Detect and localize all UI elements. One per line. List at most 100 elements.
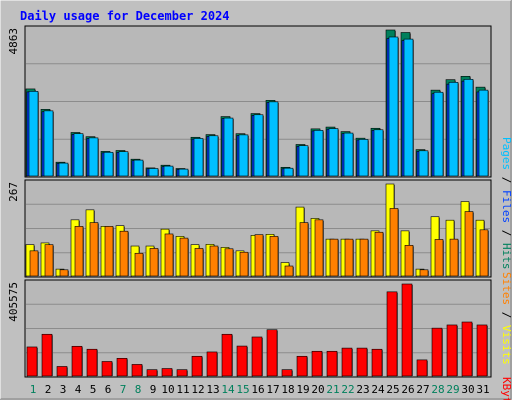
bar-kbytes	[56, 366, 68, 377]
bar-pages	[118, 151, 129, 177]
x-tick-label: 16	[251, 383, 264, 396]
bar-pages	[73, 133, 84, 177]
x-axis-labels: 1 2 3 4 5 6 7 8 9 10 11 12 13 14 15 16 17 18 19 20 21 22 23 24 2…	[30, 383, 490, 396]
bar-sites	[179, 237, 189, 277]
x-tick-label: 19	[296, 383, 309, 396]
bars-pages-files-hits	[25, 29, 489, 178]
bar-sites	[269, 236, 279, 277]
bar-pages	[133, 159, 144, 177]
bar-pages	[193, 138, 204, 177]
bar-kbytes	[146, 369, 158, 377]
bar-kbytes	[191, 355, 203, 377]
x-tick-label: 27	[416, 383, 429, 396]
x-tick-label: 23	[356, 383, 369, 396]
bar-pages	[463, 79, 474, 177]
bar-sites	[314, 219, 324, 277]
bar-sites	[329, 238, 339, 277]
bar-sites	[419, 269, 429, 277]
bar-kbytes	[476, 324, 488, 377]
bar-pages	[373, 129, 384, 177]
x-tick-label: 28	[431, 383, 444, 396]
bar-sites	[284, 265, 294, 277]
bar-kbytes	[341, 347, 353, 377]
bar-pages	[283, 167, 294, 177]
legend-mid: Sites / Visits	[500, 272, 512, 365]
bar-pages	[478, 89, 489, 177]
x-tick-label: 2	[45, 383, 52, 396]
bar-kbytes	[371, 348, 383, 377]
x-tick-label: 3	[60, 383, 67, 396]
bar-pages	[403, 38, 414, 177]
bar-pages	[433, 91, 444, 177]
bar-kbytes	[401, 283, 413, 377]
bar-sites	[254, 234, 264, 277]
bar-pages	[448, 82, 459, 177]
x-tick-label: 11	[176, 383, 189, 396]
x-tick-label: 8	[135, 383, 142, 396]
bar-pages	[58, 162, 69, 177]
bar-kbytes	[236, 345, 248, 377]
legend-pages: Pages	[500, 137, 512, 170]
bar-sites	[344, 238, 354, 277]
bar-sites	[194, 248, 204, 277]
bar-pages	[358, 139, 369, 177]
bar-kbytes	[86, 348, 98, 377]
bar-sites	[374, 231, 384, 277]
bar-pages	[313, 130, 324, 177]
bar-kbytes	[311, 350, 323, 377]
x-tick-label: 1	[30, 383, 37, 396]
legend-sites: Sites	[500, 272, 512, 305]
bar-sites	[59, 269, 69, 277]
x-tick-label: 6	[105, 383, 112, 396]
x-tick-label: 14	[221, 383, 235, 396]
bar-sites	[479, 229, 489, 277]
x-tick-label: 31	[476, 383, 489, 396]
bar-kbytes	[386, 291, 398, 377]
bars-sites-visits	[25, 183, 489, 277]
x-tick-label: 5	[90, 383, 97, 396]
legend-top: Pages / Files / Hits	[500, 137, 512, 270]
ymax-label-top: 4863	[7, 28, 20, 55]
x-tick-label: 18	[281, 383, 294, 396]
bar-kbytes	[446, 324, 458, 377]
bar-sites	[434, 239, 444, 277]
bar-sites	[239, 251, 249, 277]
x-tick-label: 9	[150, 383, 157, 396]
legend-kbytes: KBytes	[500, 377, 512, 400]
x-tick-label: 4	[75, 383, 82, 396]
bar-sites	[224, 248, 234, 277]
x-tick-label: 15	[236, 383, 249, 396]
bar-pages	[103, 151, 114, 177]
bar-kbytes	[176, 369, 188, 377]
bar-pages	[148, 168, 159, 177]
x-tick-label: 24	[371, 383, 385, 396]
bar-kbytes	[71, 345, 83, 377]
x-tick-label: 25	[386, 383, 399, 396]
bar-pages	[223, 117, 234, 177]
x-tick-label: 10	[161, 383, 174, 396]
bar-pages	[43, 110, 54, 177]
bar-kbytes	[101, 361, 113, 377]
bar-sites	[359, 238, 369, 277]
bar-kbytes	[281, 369, 293, 377]
bar-sites	[74, 226, 84, 277]
bar-sites	[44, 244, 54, 277]
bar-kbytes	[26, 346, 38, 377]
bar-sites	[389, 208, 399, 277]
x-tick-label: 22	[341, 383, 354, 396]
bar-sites	[464, 211, 474, 277]
bar-sites	[89, 222, 99, 277]
bar-sites	[104, 226, 114, 277]
bar-kbytes	[296, 355, 308, 377]
bar-pages	[298, 145, 309, 177]
bar-pages	[88, 137, 99, 177]
bar-sites	[449, 238, 459, 277]
x-tick-label: 20	[311, 383, 324, 396]
legend-bot: KBytes	[500, 377, 512, 400]
bar-pages	[418, 150, 429, 177]
bar-pages	[163, 165, 174, 177]
bar-pages	[253, 114, 264, 177]
bar-kbytes	[131, 364, 143, 377]
legend-visits: Visits	[500, 325, 512, 365]
